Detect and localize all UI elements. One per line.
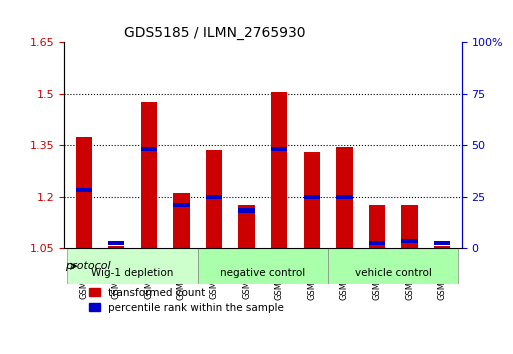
Bar bbox=[369, 205, 385, 248]
Bar bbox=[75, 188, 92, 192]
Bar bbox=[434, 246, 450, 248]
Bar bbox=[239, 205, 255, 248]
Text: vehicle control: vehicle control bbox=[355, 268, 432, 278]
Text: negative control: negative control bbox=[220, 268, 306, 278]
Bar bbox=[434, 241, 450, 245]
Text: GSM737542: GSM737542 bbox=[144, 249, 153, 299]
Text: Wig-1 depletion: Wig-1 depletion bbox=[91, 268, 174, 278]
Text: GSM737536: GSM737536 bbox=[340, 249, 349, 300]
Text: GSM737543: GSM737543 bbox=[177, 249, 186, 299]
Text: GSM737541: GSM737541 bbox=[112, 249, 121, 299]
Bar bbox=[271, 147, 287, 151]
Bar bbox=[401, 205, 418, 248]
Bar bbox=[141, 102, 157, 248]
Text: GSM737544: GSM737544 bbox=[209, 249, 219, 299]
Bar bbox=[141, 147, 157, 151]
Bar bbox=[206, 195, 222, 199]
Bar bbox=[336, 195, 352, 199]
Text: GSM737547: GSM737547 bbox=[307, 249, 317, 299]
Bar bbox=[304, 152, 320, 248]
Legend: transformed count, percentile rank within the sample: transformed count, percentile rank withi… bbox=[89, 288, 284, 313]
FancyBboxPatch shape bbox=[198, 248, 328, 284]
Bar bbox=[239, 209, 255, 212]
Text: GSM737538: GSM737538 bbox=[405, 249, 414, 300]
Bar bbox=[336, 147, 352, 248]
Bar bbox=[271, 92, 287, 248]
Bar bbox=[173, 203, 190, 207]
Bar bbox=[401, 239, 418, 244]
Text: GSM737545: GSM737545 bbox=[242, 249, 251, 299]
Text: GDS5185 / ILMN_2765930: GDS5185 / ILMN_2765930 bbox=[124, 26, 305, 40]
FancyBboxPatch shape bbox=[67, 248, 198, 284]
Text: GSM737537: GSM737537 bbox=[372, 249, 382, 300]
Text: GSM737540: GSM737540 bbox=[79, 249, 88, 299]
Text: protocol: protocol bbox=[65, 261, 110, 271]
Bar bbox=[206, 150, 222, 248]
Text: GSM737546: GSM737546 bbox=[274, 249, 284, 299]
FancyBboxPatch shape bbox=[328, 248, 459, 284]
Bar bbox=[173, 193, 190, 248]
Bar bbox=[304, 195, 320, 199]
Bar bbox=[369, 241, 385, 245]
Bar bbox=[108, 241, 125, 245]
Bar bbox=[75, 137, 92, 248]
Bar bbox=[108, 246, 125, 248]
Text: GSM737539: GSM737539 bbox=[438, 249, 447, 299]
